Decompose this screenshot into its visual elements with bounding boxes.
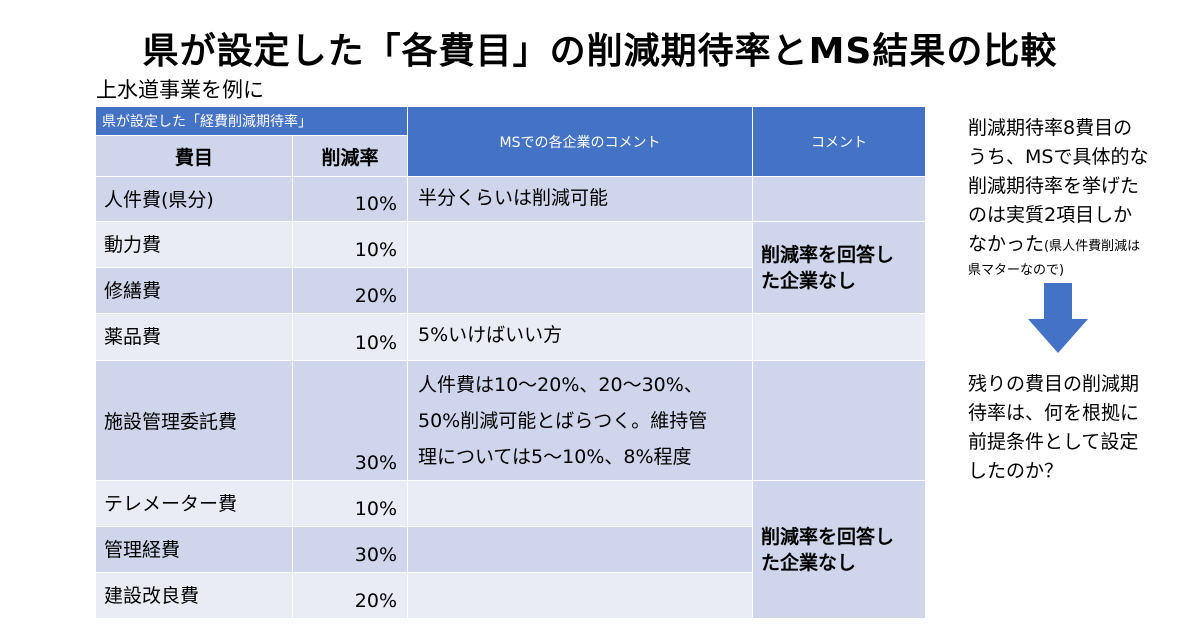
ms-comment-cell — [407, 572, 753, 619]
rate-cell: 20% — [292, 572, 408, 619]
comment-cell — [752, 313, 926, 361]
rate-cell: 10% — [292, 313, 408, 361]
item-cell: 管理経費 — [95, 526, 293, 573]
side-note-2: 残りの費目の削減期 待率は、何を根拠に 前提条件として設定 したのか？ — [968, 370, 1180, 486]
ms-comment-line: 人件費は10～20%、20～30%、 — [418, 373, 703, 396]
side-note-line: したのか？ — [968, 460, 1064, 482]
comment-line: 削減率を回答し — [761, 525, 895, 548]
ms-comment-cell: 人件費は10～20%、20～30%、 50%削減可能とばらつく。維持管 理につい… — [407, 360, 753, 481]
side-note-line: なかった(県人件費削減は — [968, 230, 1180, 261]
table-row: 薬品費 10% 5%いけばいい方 — [95, 313, 926, 361]
comment-cell — [752, 176, 926, 222]
table-row: 建設改良費 20% — [95, 572, 926, 619]
header-rate: 削減率 — [292, 135, 408, 177]
item-cell: 動力費 — [95, 221, 293, 268]
ms-comment-cell — [407, 526, 753, 573]
rate-cell: 10% — [292, 480, 408, 527]
comment-line: た企業なし — [761, 269, 857, 292]
ms-comment-line: 50%削減可能とばらつく。維持管 — [418, 409, 708, 432]
side-note-line: 削減期待率を挙げた — [968, 175, 1140, 197]
comment-line: 削減率を回答し — [761, 243, 895, 266]
header-comment: コメント — [752, 106, 926, 177]
ms-comment-cell — [407, 267, 753, 314]
table-row: 管理経費 30% — [95, 526, 926, 573]
rate-cell: 10% — [292, 221, 408, 268]
ms-comment-cell — [407, 480, 753, 527]
side-note-text: なかった — [968, 233, 1045, 255]
header-ms-comment: MSでの各企業のコメント — [407, 106, 753, 177]
table-row: テレメーター費 10% 削減率を回答し た企業なし — [95, 480, 926, 619]
side-note-small: (県人件費削減は — [1044, 239, 1141, 254]
side-note-small: 県マターなので) — [968, 263, 1065, 278]
down-arrow-icon — [1028, 283, 1088, 353]
comparison-table: 県が設定した「経費削減期待率」 MSでの各企業のコメント コメント 費目 削減率… — [95, 106, 926, 619]
table-row: 施設管理委託費 30% 人件費は10～20%、20～30%、 50%削減可能とば… — [95, 360, 926, 481]
table-row: 動力費 10% 削減率を回答し た企業なし — [95, 221, 926, 314]
rate-cell: 30% — [292, 526, 408, 573]
item-cell: テレメーター費 — [95, 480, 293, 527]
group-header: 県が設定した「経費削減期待率」 — [95, 106, 408, 136]
table-row: 人件費(県分) 10% 半分くらいは削減可能 — [95, 176, 926, 222]
side-note-line: のは実質2項目しか — [968, 204, 1133, 226]
item-cell: 人件費(県分) — [95, 176, 293, 222]
table-row: 修繕費 20% — [95, 267, 926, 314]
ms-comment-cell: 半分くらいは削減可能 — [407, 176, 753, 222]
rate-cell: 10% — [292, 176, 408, 222]
item-cell: 施設管理委託費 — [95, 360, 293, 481]
comment-cell-group2: 削減率を回答し た企業なし — [752, 480, 926, 619]
ms-comment-cell: 5%いけばいい方 — [407, 313, 753, 361]
rate-cell: 20% — [292, 267, 408, 314]
rate-cell: 30% — [292, 360, 408, 481]
page-title: 県が設定した「各費目」の削減期待率とMS結果の比較 — [142, 31, 1058, 72]
item-cell: 薬品費 — [95, 313, 293, 361]
side-note-line: 残りの費目の削減期 — [968, 373, 1140, 395]
comment-line: た企業なし — [761, 551, 857, 574]
side-note-line: 前提条件として設定 — [968, 431, 1139, 453]
side-note-1: 削減期待率8費目の うち、MSで具体的な 削減期待率を挙げた のは実質2項目しか… — [968, 114, 1180, 281]
item-cell: 修繕費 — [95, 267, 293, 314]
comment-cell-group1: 削減率を回答し た企業なし — [752, 221, 926, 314]
ms-comment-line: 理については5～10%、8%程度 — [418, 445, 692, 468]
header-item: 費目 — [95, 135, 293, 177]
side-note-line: 待率は、何を根拠に — [968, 402, 1140, 424]
item-cell: 建設改良費 — [95, 572, 293, 619]
side-note-line: うち、MSで具体的な — [968, 146, 1149, 168]
ms-comment-cell — [407, 221, 753, 268]
comment-cell — [752, 360, 926, 481]
side-note-line: 削減期待率8費目の — [968, 117, 1133, 139]
page-subtitle: 上水道事業を例に — [96, 78, 264, 102]
